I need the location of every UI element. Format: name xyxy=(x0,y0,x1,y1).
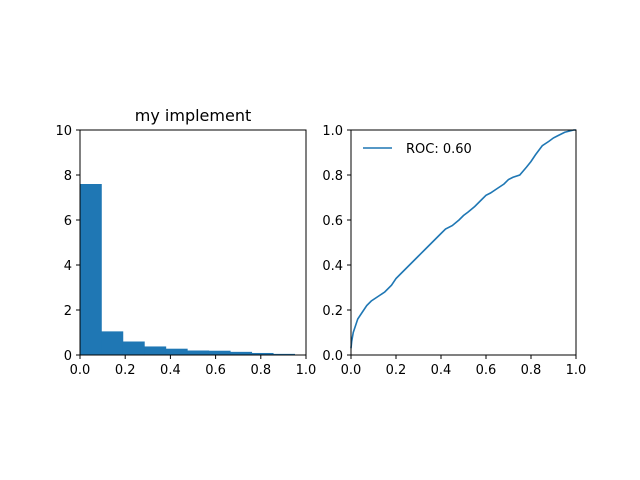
histogram-y-tick-label: 0 xyxy=(64,349,72,364)
histogram-bar xyxy=(122,341,145,355)
roc-legend: ROC: 0.60 xyxy=(363,142,472,157)
roc-y-tick-label: 0.6 xyxy=(322,214,343,229)
histogram-y-tick-label: 2 xyxy=(64,304,72,319)
roc-curve xyxy=(350,129,576,349)
roc-y-axis: 0.0 0.2 0.4 0.6 0.8 1.0 xyxy=(322,124,351,364)
histogram-title: my implement xyxy=(135,106,251,125)
histogram-y-axis: 0 2 4 6 8 10 xyxy=(55,124,80,364)
roc-x-tick-label: 0.4 xyxy=(431,363,452,378)
roc-panel: 0.0 0.2 0.4 0.6 0.8 1.0 0.0 0.2 0.4 0.6 0.8 1.0 RO… xyxy=(322,124,586,378)
histogram-bar xyxy=(165,348,188,355)
histogram-bar xyxy=(144,346,167,355)
histogram-bar xyxy=(80,184,102,355)
roc-x-axis: 0.0 0.2 0.4 0.6 0.8 1.0 xyxy=(341,355,587,378)
roc-y-tick-label: 0.0 xyxy=(322,349,343,364)
roc-x-tick-label: 1.0 xyxy=(566,363,587,378)
histogram-y-tick-label: 6 xyxy=(64,214,72,229)
histogram-x-tick-label: 0.8 xyxy=(250,363,271,378)
histogram-y-tick-label: 8 xyxy=(64,169,72,184)
histogram-x-tick-label: 0.6 xyxy=(205,363,226,378)
histogram-x-tick-label: 0.0 xyxy=(70,363,91,378)
histogram-x-tick-label: 1.0 xyxy=(296,363,317,378)
histogram-bar xyxy=(208,350,231,355)
histogram-y-tick-label: 4 xyxy=(64,259,72,274)
roc-y-tick-label: 0.2 xyxy=(322,304,343,319)
histogram-bar xyxy=(273,353,295,355)
histogram-bars xyxy=(80,184,295,355)
histogram-y-tick-label: 10 xyxy=(55,124,72,139)
roc-x-tick-label: 0.8 xyxy=(521,363,542,378)
histogram-x-axis: 0.0 0.2 0.4 0.6 0.8 1.0 xyxy=(70,355,317,378)
roc-frame xyxy=(350,129,577,356)
roc-y-tick-label: 1.0 xyxy=(322,124,343,139)
histogram-panel: my implement 0.0 0.2 0.4 0.6 0.8 1.0 0 2 4 6 8 10 xyxy=(55,106,316,378)
roc-legend-label: ROC: 0.60 xyxy=(406,142,472,157)
roc-y-tick-label: 0.8 xyxy=(322,169,343,184)
roc-x-tick-label: 0.2 xyxy=(386,363,407,378)
histogram-bar xyxy=(101,331,124,355)
histogram-bar xyxy=(187,350,210,355)
histogram-bar xyxy=(251,352,274,355)
histogram-frame xyxy=(79,129,307,356)
roc-y-tick-label: 0.4 xyxy=(322,259,343,274)
histogram-x-tick-label: 0.4 xyxy=(160,363,181,378)
roc-x-tick-label: 0.0 xyxy=(341,363,362,378)
roc-x-tick-label: 0.6 xyxy=(476,363,497,378)
histogram-x-tick-label: 0.2 xyxy=(115,363,136,378)
histogram-bar xyxy=(230,351,253,355)
